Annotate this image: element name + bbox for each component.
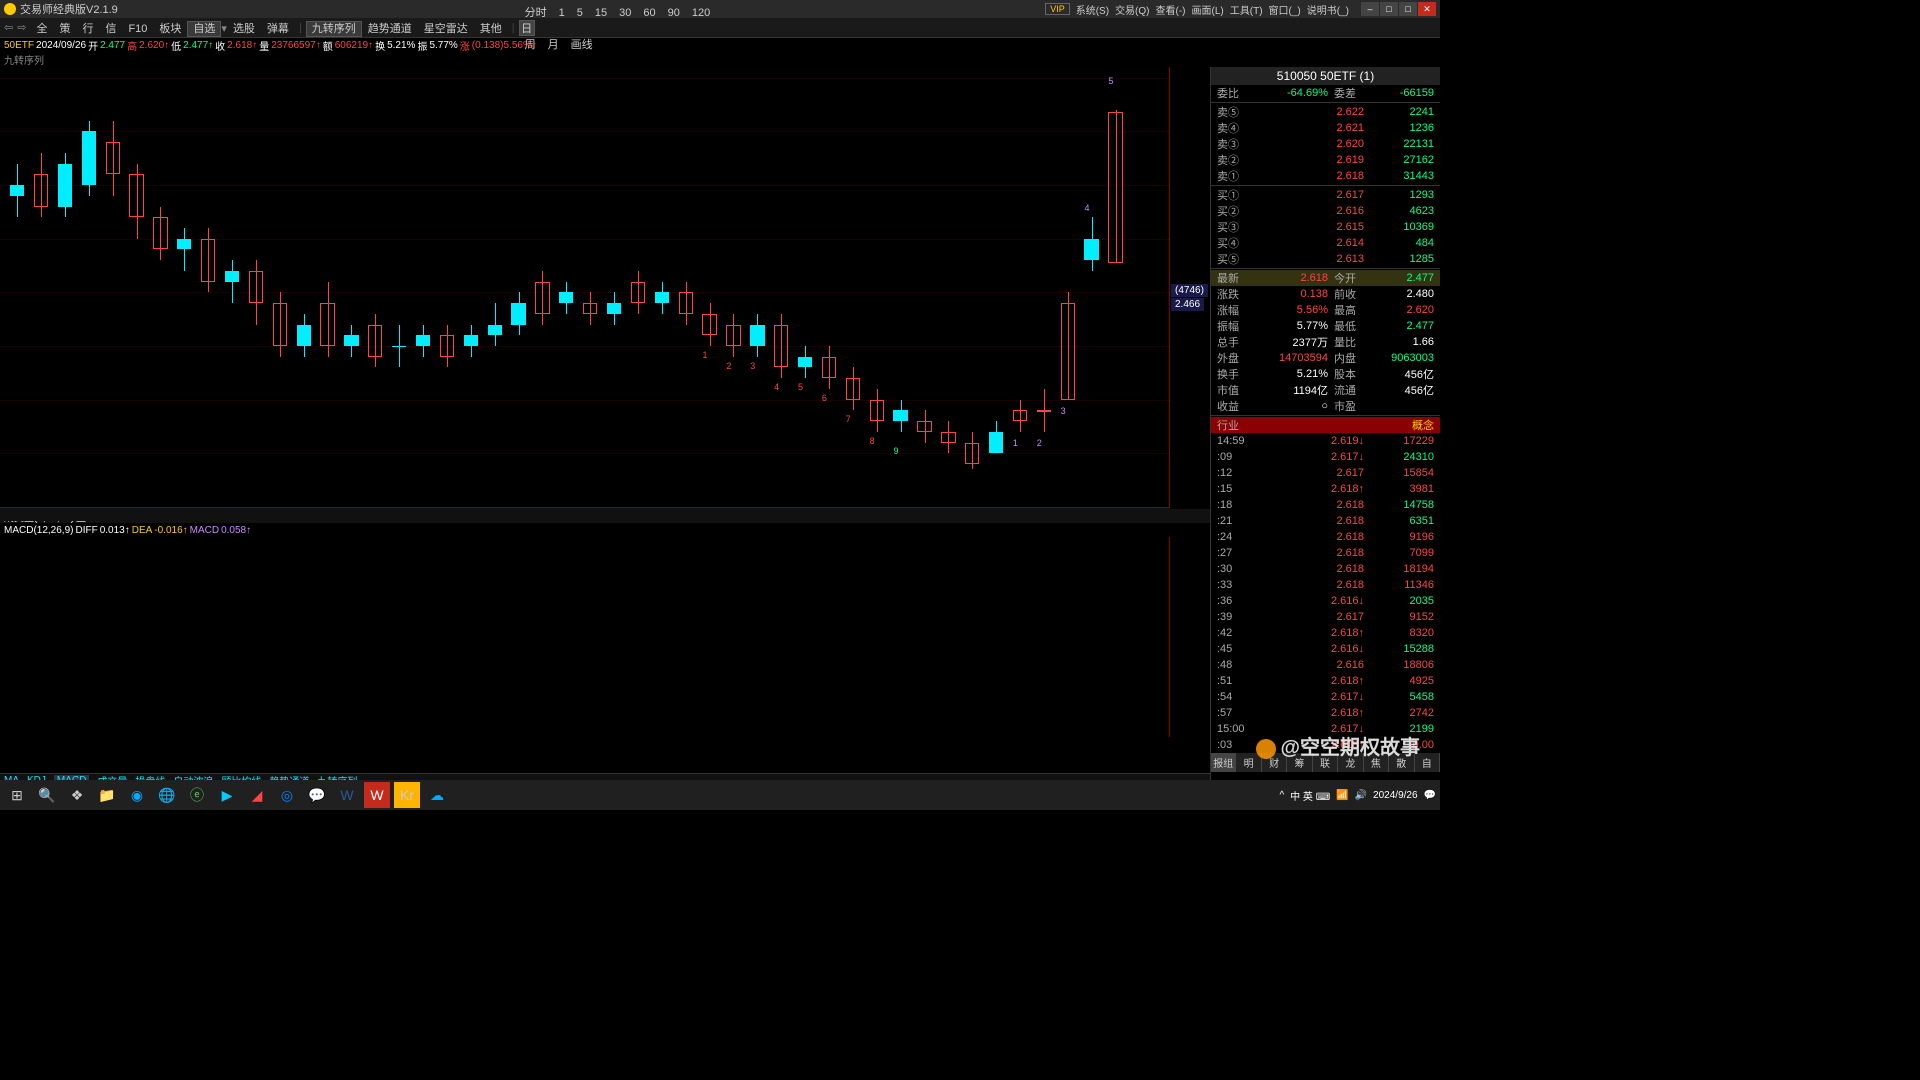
app-logo [4, 3, 16, 15]
app5-icon[interactable]: W [364, 782, 390, 808]
chrome-icon[interactable]: 🌐 [154, 782, 180, 808]
chart-subtitle: 九转序列 [0, 52, 1440, 67]
quote-date: 2024/09/26 [36, 40, 86, 51]
vip-badge[interactable]: VIP [1045, 3, 1070, 15]
menu-item[interactable]: 系统(S) [1076, 2, 1109, 17]
word-icon[interactable]: W [334, 782, 360, 808]
side-tab[interactable]: 报组 [1211, 753, 1236, 772]
app3-icon[interactable]: ◢ [244, 782, 270, 808]
toolbar-btn[interactable]: 弹幕 [261, 21, 295, 37]
menu-item[interactable]: 画面(L) [1192, 2, 1224, 17]
chart-area[interactable]: 12345678912345 成交量(5,10,60) 量2376659712.… [0, 67, 1210, 787]
app2-icon[interactable]: ▶ [214, 782, 240, 808]
app6-icon[interactable]: Kr [394, 782, 420, 808]
menu-item[interactable]: 交易(Q) [1115, 2, 1149, 17]
period-btn[interactable]: 月 [542, 37, 565, 53]
period-btn[interactable]: 30 [613, 5, 637, 21]
windows-taskbar[interactable]: ⊞ 🔍 ❖ 📁 ◉ 🌐 ⓔ ▶ ◢ ◎ 💬 W W Kr ☁ ^ 中 英 ⌨ 📶… [0, 780, 1440, 810]
tray-net-icon[interactable]: 📶 [1336, 790, 1348, 801]
tray-up-icon[interactable]: ^ [1279, 790, 1284, 801]
wechat-icon[interactable]: 💬 [304, 782, 330, 808]
edge-icon[interactable]: ◉ [124, 782, 150, 808]
titlebar: 交易师经典版V2.1.9 VIP 系统(S) 交易(Q) 查看(-) 画面(L) 工具(… [0, 0, 1440, 18]
min-button[interactable]: – [1361, 2, 1379, 16]
toolbar-btn[interactable]: 板块 [153, 21, 187, 37]
period-btn[interactable]: 15 [589, 5, 613, 21]
folder-icon[interactable]: 📁 [94, 782, 120, 808]
period-btn[interactable]: 120 [686, 5, 716, 21]
toolbar-mid-btn[interactable]: 九转序列 [306, 21, 362, 37]
toolbar-mid-btn[interactable]: 趋势通道 [362, 21, 418, 37]
menu-item[interactable]: 工具(T) [1230, 2, 1263, 17]
tray-notif-icon[interactable]: 💬 [1424, 790, 1436, 801]
max-button[interactable]: □ [1380, 2, 1398, 16]
search-icon[interactable]: 🔍 [34, 782, 60, 808]
tray-date[interactable]: 2024/9/26 [1373, 790, 1418, 801]
period-btn[interactable]: 90 [662, 5, 686, 21]
nav-fwd-icon[interactable]: ⇨ [17, 21, 26, 34]
nav-back-icon[interactable]: ⇦ [4, 21, 13, 34]
app-title: 交易师经典版V2.1.9 [20, 1, 118, 17]
tray-vol-icon[interactable]: 🔊 [1355, 790, 1367, 801]
toolbar-btn[interactable]: 策 [53, 21, 76, 37]
restore-button[interactable]: □ [1399, 2, 1417, 16]
menu-item[interactable]: 窗口(_) [1269, 2, 1301, 17]
start-icon[interactable]: ⊞ [4, 782, 30, 808]
quote-bar: 50ETF 2024/09/26 开2.477 高2.620↑ 低2.477↑ … [0, 38, 1440, 52]
toolbar: ⇦ ⇨ 全策行信F10板块自选▾选股弹幕 | 九转序列趋势通道星空雷达其他 | … [0, 18, 1440, 38]
period-btn[interactable]: 分时 [519, 5, 553, 21]
toolbar-btn[interactable]: 选股 [227, 21, 261, 37]
symbol: 50ETF [4, 40, 34, 51]
toolbar-btn[interactable]: 自选 [187, 21, 221, 37]
period-btn[interactable]: 画线 [565, 37, 599, 53]
toolbar-mid-btn[interactable]: 星空雷达 [418, 21, 474, 37]
menu-item[interactable]: 说明书(_) [1307, 2, 1349, 17]
toolbar-btn[interactable]: F10 [122, 21, 153, 37]
browser-icon[interactable]: ⓔ [184, 782, 210, 808]
toolbar-btn[interactable]: 行 [76, 21, 99, 37]
toolbar-btn[interactable]: 信 [99, 21, 122, 37]
toolbar-btn[interactable]: 全 [30, 21, 53, 37]
period-btn[interactable]: 60 [637, 5, 661, 21]
period-btn[interactable]: 日 [519, 20, 535, 36]
app7-icon[interactable]: ☁ [424, 782, 450, 808]
close-button[interactable]: ✕ [1418, 2, 1436, 16]
app-icon[interactable]: ❖ [64, 782, 90, 808]
menu-item[interactable]: 查看(-) [1156, 2, 1186, 17]
period-btn[interactable]: 1 [553, 5, 571, 21]
period-btn[interactable]: 5 [571, 5, 589, 21]
side-panel: 510050 50ETF (1) 委比 -64.69% 委差 -66159 卖⑤… [1210, 67, 1440, 787]
watermark: @空空期权故事 [1256, 731, 1420, 760]
tray-ime[interactable]: 中 英 ⌨ [1290, 788, 1330, 803]
app4-icon[interactable]: ◎ [274, 782, 300, 808]
toolbar-mid-btn[interactable]: 其他 [474, 21, 508, 37]
side-header: 510050 50ETF (1) [1211, 67, 1440, 85]
